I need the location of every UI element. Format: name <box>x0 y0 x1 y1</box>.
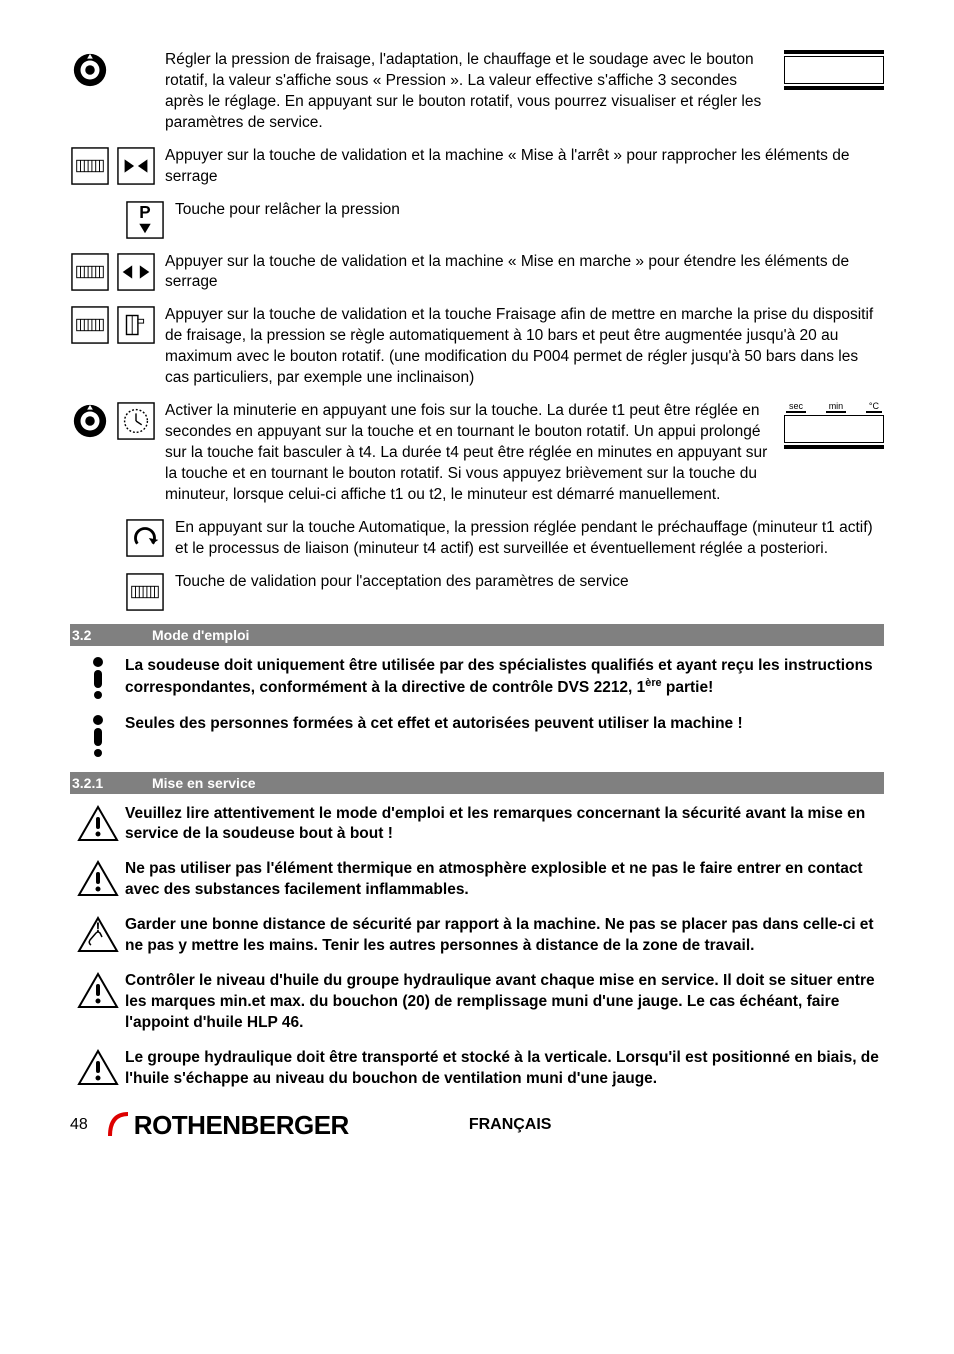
enter-icon <box>125 572 165 612</box>
svg-text:P: P <box>139 203 150 222</box>
instruction-row: Appuyer sur la touche de validation et l… <box>70 252 884 294</box>
section-title: Mode d'emploi <box>152 627 249 643</box>
display-indicator: secmin°C <box>784 401 884 449</box>
warning-row: ! Garder une bonne distance de sécurité p… <box>70 915 884 957</box>
warning-row: Contrôler le niveau d'huile du groupe hy… <box>70 971 884 1034</box>
warning-triangle-icon <box>70 804 125 844</box>
exclamation-icon <box>70 714 125 758</box>
section-3-2: 3.2 Mode d'emploi <box>70 624 884 646</box>
exclamation-icon <box>70 656 125 700</box>
warning-text: Ne pas utiliser pas l'élément thermique … <box>125 859 884 901</box>
enter-icon <box>70 305 110 345</box>
auto-icon <box>125 518 165 558</box>
page-number: 48 <box>70 1116 88 1134</box>
warning-triangle-icon <box>70 1048 125 1088</box>
instruction-row: Touche de validation pour l'acceptation … <box>70 572 884 612</box>
warning-text: Contrôler le niveau d'huile du groupe hy… <box>125 971 884 1034</box>
warning-text: Le groupe hydraulique doit être transpor… <box>125 1048 884 1090</box>
instruction-row: P Touche pour relâcher la pression <box>70 200 884 240</box>
inward-icon <box>116 146 156 186</box>
instruction-row: En appuyant sur la touche Automatique, l… <box>70 518 884 560</box>
warning-row: Ne pas utiliser pas l'élément thermique … <box>70 859 884 901</box>
warning-text: Seules des personnes formées à cet effet… <box>125 714 884 735</box>
section-3-2-1: 3.2.1 Mise en service <box>70 772 884 794</box>
instruction-row: Activer la minuterie en appuyant une foi… <box>70 401 884 506</box>
instruction-text: Touche de validation pour l'acceptation … <box>175 572 884 593</box>
knob-icon <box>70 50 110 90</box>
enter-icon <box>70 146 110 186</box>
instruction-row: Appuyer sur la touche de validation et l… <box>70 146 884 188</box>
knob-icon <box>70 401 110 441</box>
warning-text: La soudeuse doit uniquement être utilisé… <box>125 656 884 700</box>
instruction-text: Appuyer sur la touche de validation et l… <box>165 146 884 188</box>
svg-text:!: ! <box>95 919 100 935</box>
warning-triangle-icon <box>70 971 125 1011</box>
warning-text: Garder une bonne distance de sécurité pa… <box>125 915 884 957</box>
instruction-text: Appuyer sur la touche de validation et l… <box>165 305 884 389</box>
instruction-row: Appuyer sur la touche de validation et l… <box>70 305 884 389</box>
enter-icon <box>70 252 110 292</box>
section-number: 3.2 <box>72 627 122 643</box>
warning-triangle-icon: ! <box>70 915 125 955</box>
instruction-text: Appuyer sur la touche de validation et l… <box>165 252 884 294</box>
warning-row: Le groupe hydraulique doit être transpor… <box>70 1048 884 1090</box>
instruction-text: Touche pour relâcher la pression <box>175 200 884 221</box>
warning-triangle-icon <box>70 859 125 899</box>
timer-icon <box>116 401 156 441</box>
p-down-icon: P <box>125 200 165 240</box>
section-title: Mise en service <box>152 775 256 791</box>
instruction-text: Activer la minuterie en appuyant une foi… <box>165 401 776 506</box>
outward-icon <box>116 252 156 292</box>
section-number: 3.2.1 <box>72 775 122 791</box>
instruction-text: Régler la pression de fraisage, l'adapta… <box>165 50 776 134</box>
warning-row: Veuillez lire attentivement le mode d'em… <box>70 804 884 846</box>
brand-logo: ROTHENBERGER <box>108 1110 349 1141</box>
instruction-row: Régler la pression de fraisage, l'adapta… <box>70 50 884 134</box>
display-indicator <box>784 50 884 90</box>
page-footer: 48 ROTHENBERGER FRANÇAIS <box>70 1110 884 1141</box>
milling-icon <box>116 305 156 345</box>
instruction-text: En appuyant sur la touche Automatique, l… <box>175 518 884 560</box>
warning-text: Veuillez lire attentivement le mode d'em… <box>125 804 884 846</box>
language-label: FRANÇAIS <box>469 1116 552 1134</box>
